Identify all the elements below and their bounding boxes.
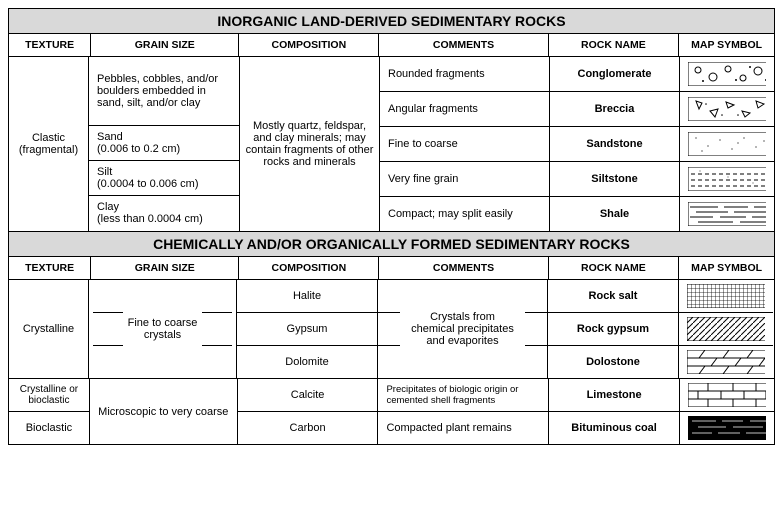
s2-comp-0: Halite [237,280,377,313]
header-rock: ROCK NAME [549,34,680,56]
header2-rock: ROCK NAME [549,257,680,279]
s1-sym-shale [680,197,774,231]
s2-sym-coal [680,412,774,444]
map-symbol-shale-icon [688,202,766,226]
map-symbol-conglomerate-icon [688,62,766,86]
s2-comp-1: Gypsum [237,313,377,346]
header-texture: TEXTURE [9,34,91,56]
s2-cryst-grain-text: Fine to coarse crystals [128,317,198,341]
s1-sym-sandstone [680,127,774,161]
s2-low-comp-1: Carbon [238,412,378,444]
s1-grain-2: Silt (0.0004 to 0.006 cm) [89,161,237,195]
s1-rock-3: Shale [550,197,680,231]
s1-sym-breccia [680,92,774,126]
s2-low-comment-0: Precipitates of biologic origin or cemen… [378,379,548,412]
s1-sym-siltstone [680,162,774,196]
header-sym: MAP SYMBOL [679,34,774,56]
s1-rock-1: Sandstone [550,127,680,161]
s2-rock-1: Rock gypsum [548,313,678,346]
section2-headers: TEXTURE GRAIN SIZE COMPOSITION COMMENTS … [9,257,774,280]
s1-comment-1: Fine to coarse [380,127,550,161]
header2-sym: MAP SYMBOL [679,257,774,279]
s2-low-texture-0: Crystalline or bioclastic [9,379,89,412]
header2-grain: GRAIN SIZE [91,257,239,279]
section1-body: Clastic (fragmental) Pebbles, cobbles, a… [9,57,774,232]
s2-cryst-texture: Crystalline [9,280,89,378]
s2-sym-dolostone [679,346,773,378]
header-grain: GRAIN SIZE [91,34,239,56]
s2-comp-2: Dolomite [237,346,377,378]
s2-low-comp-0: Calcite [238,379,378,412]
header-comm: COMMENTS [379,34,548,56]
s2-low-rock-1: Bituminous coal [549,412,679,444]
map-symbol-rockgypsum-icon [687,317,765,341]
s2-cryst-comment: Crystals from chemical precipitates and … [378,280,548,378]
s2-rock-0: Rock salt [548,280,678,313]
section2-title: CHEMICALLY AND/OR ORGANICALLY FORMED SED… [9,232,774,257]
section1-headers: TEXTURE GRAIN SIZE COMPOSITION COMMENTS … [9,34,774,57]
s2-cryst-grain: Fine to coarse crystals [89,280,237,378]
s1-texture: Clastic (fragmental) [9,57,89,231]
map-symbol-rocksalt-icon [687,284,765,308]
s1-comment-2: Very fine grain [380,162,550,196]
map-symbol-sandstone-icon [688,132,766,156]
s2-low-texture-1: Bioclastic [9,412,89,444]
header2-comp: COMPOSITION [239,257,379,279]
s2-low-grain: Microscopic to very coarse [90,379,238,444]
header2-comm: COMMENTS [379,257,548,279]
s1-sym-conglomerate [680,57,774,91]
s1-rock-0a: Conglomerate [550,57,680,91]
map-symbol-siltstone-icon [688,167,766,191]
map-symbol-coal-icon [688,416,766,440]
s2-rock-2: Dolostone [548,346,678,378]
s2-sym-limestone [680,379,774,412]
s1-grain-1: Sand (0.006 to 0.2 cm) [89,126,237,160]
sedimentary-rocks-table: INORGANIC LAND-DERIVED SEDIMENTARY ROCKS… [8,8,775,445]
s2-sym-rocksalt [679,280,773,313]
s1-comment-0a: Rounded fragments [380,57,550,91]
s1-composition: Mostly quartz, feldspar, and clay minera… [240,57,380,231]
s1-comment-3: Compact; may split easily [380,197,550,231]
section1-title: INORGANIC LAND-DERIVED SEDIMENTARY ROCKS [9,9,774,34]
header2-texture: TEXTURE [9,257,91,279]
s1-rock-2: Siltstone [550,162,680,196]
s2-sym-rockgypsum [679,313,773,346]
map-symbol-dolostone-icon [687,350,765,374]
section2-crystalline: Crystalline Fine to coarse crystals Hali… [9,280,774,379]
s1-rock-0b: Breccia [550,92,680,126]
s2-cryst-comment-text: Crystals from chemical precipitates and … [408,311,518,347]
section2-lower: Crystalline or bioclastic Bioclastic Mic… [9,379,774,444]
s1-grain-3: Clay (less than 0.0004 cm) [89,196,237,230]
map-symbol-limestone-icon [688,383,766,407]
s2-low-rock-0: Limestone [549,379,679,412]
s1-comment-0b: Angular fragments [380,92,550,126]
map-symbol-breccia-icon [688,97,766,121]
header-comp: COMPOSITION [239,34,379,56]
s1-grain-0: Pebbles, cobbles, and/or boulders embedd… [89,57,237,125]
s2-low-comment-1: Compacted plant remains [378,412,548,444]
